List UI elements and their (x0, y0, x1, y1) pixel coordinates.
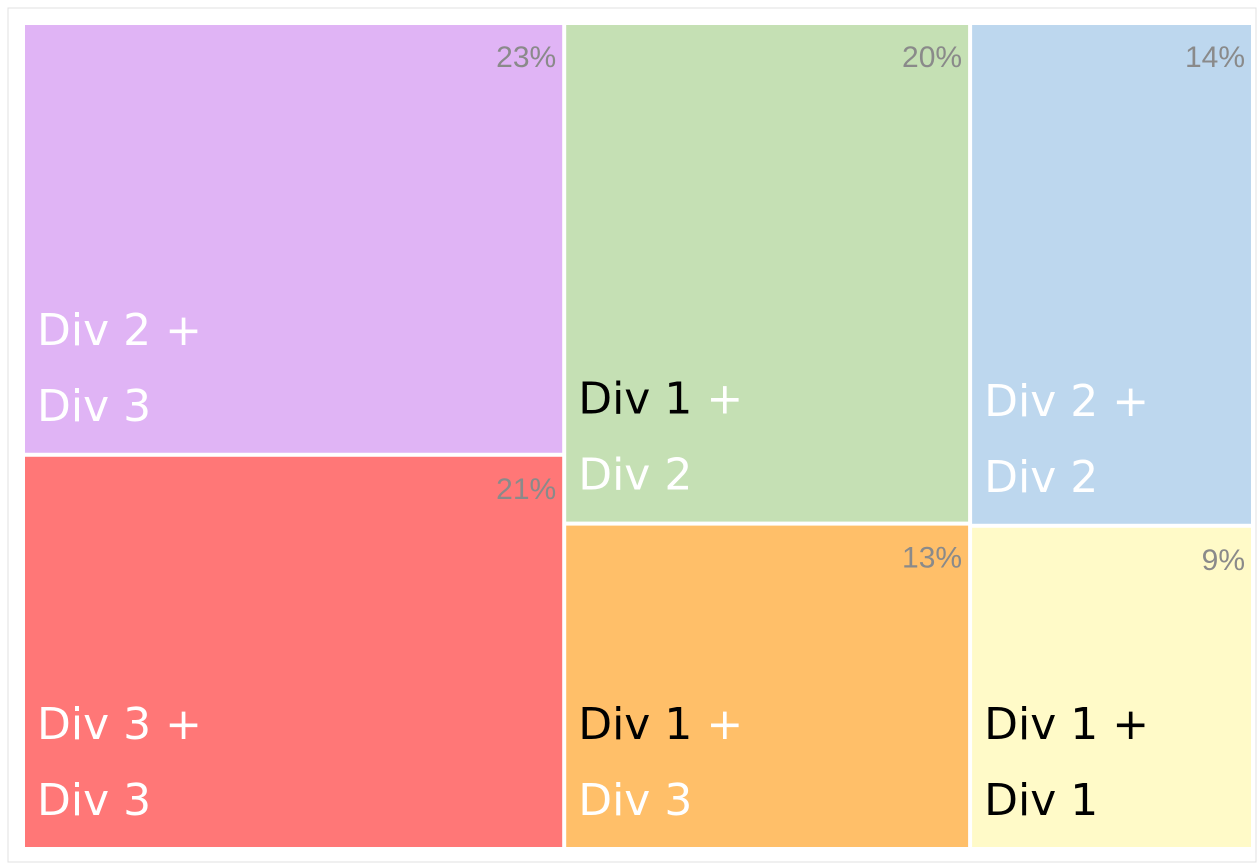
tile (25, 456, 563, 847)
label-part: Div 2 (578, 450, 692, 501)
value-label: 23% (496, 41, 556, 74)
tile-label: Div 1 + (578, 374, 743, 425)
tile-label: Div 1 + (984, 699, 1149, 750)
label-part: Div 2 (37, 305, 151, 356)
label-part: + (1112, 699, 1149, 750)
tile-label: Div 1 + (578, 699, 743, 750)
label-part: Div 3 (578, 775, 692, 826)
label-part: Div 3 (37, 381, 151, 432)
tile (566, 525, 969, 847)
tile-label: Div 3 + (37, 699, 202, 750)
tile-label: Div 1 (984, 775, 1098, 826)
label-part: + (706, 699, 743, 750)
tile-label: Div 2 + (984, 376, 1149, 427)
frame (7, 7, 1257, 863)
value-label: 13% (902, 542, 962, 575)
tile-label: Div 2 (578, 450, 692, 501)
label-part: Div 3 (37, 699, 151, 750)
tile-label: Div 2 (984, 452, 1098, 503)
label-part: + (165, 699, 202, 750)
label-part: Div 1 (984, 775, 1098, 826)
value-label: 9% (1202, 544, 1245, 577)
value-label: 21% (496, 473, 556, 506)
label-part: Div 1 (578, 699, 692, 750)
tile-label: Div 3 (37, 775, 151, 826)
label-part: + (165, 305, 202, 356)
label-part: + (706, 374, 743, 425)
label-part: Div 2 (984, 376, 1098, 427)
value-label: 20% (902, 41, 962, 74)
label-part: + (1112, 376, 1149, 427)
label-part: Div 2 (984, 452, 1098, 503)
label-part: Div 1 (578, 374, 692, 425)
label-part: Div 1 (984, 699, 1098, 750)
tile (25, 25, 563, 453)
label-part: Div 3 (37, 775, 151, 826)
tile (566, 25, 969, 522)
tile-label: Div 3 (37, 381, 151, 432)
tile-label: Div 2 + (37, 305, 202, 356)
tile-label: Div 3 (578, 775, 692, 826)
tile (972, 527, 1251, 847)
value-label: 14% (1185, 41, 1245, 74)
tile (972, 25, 1251, 524)
